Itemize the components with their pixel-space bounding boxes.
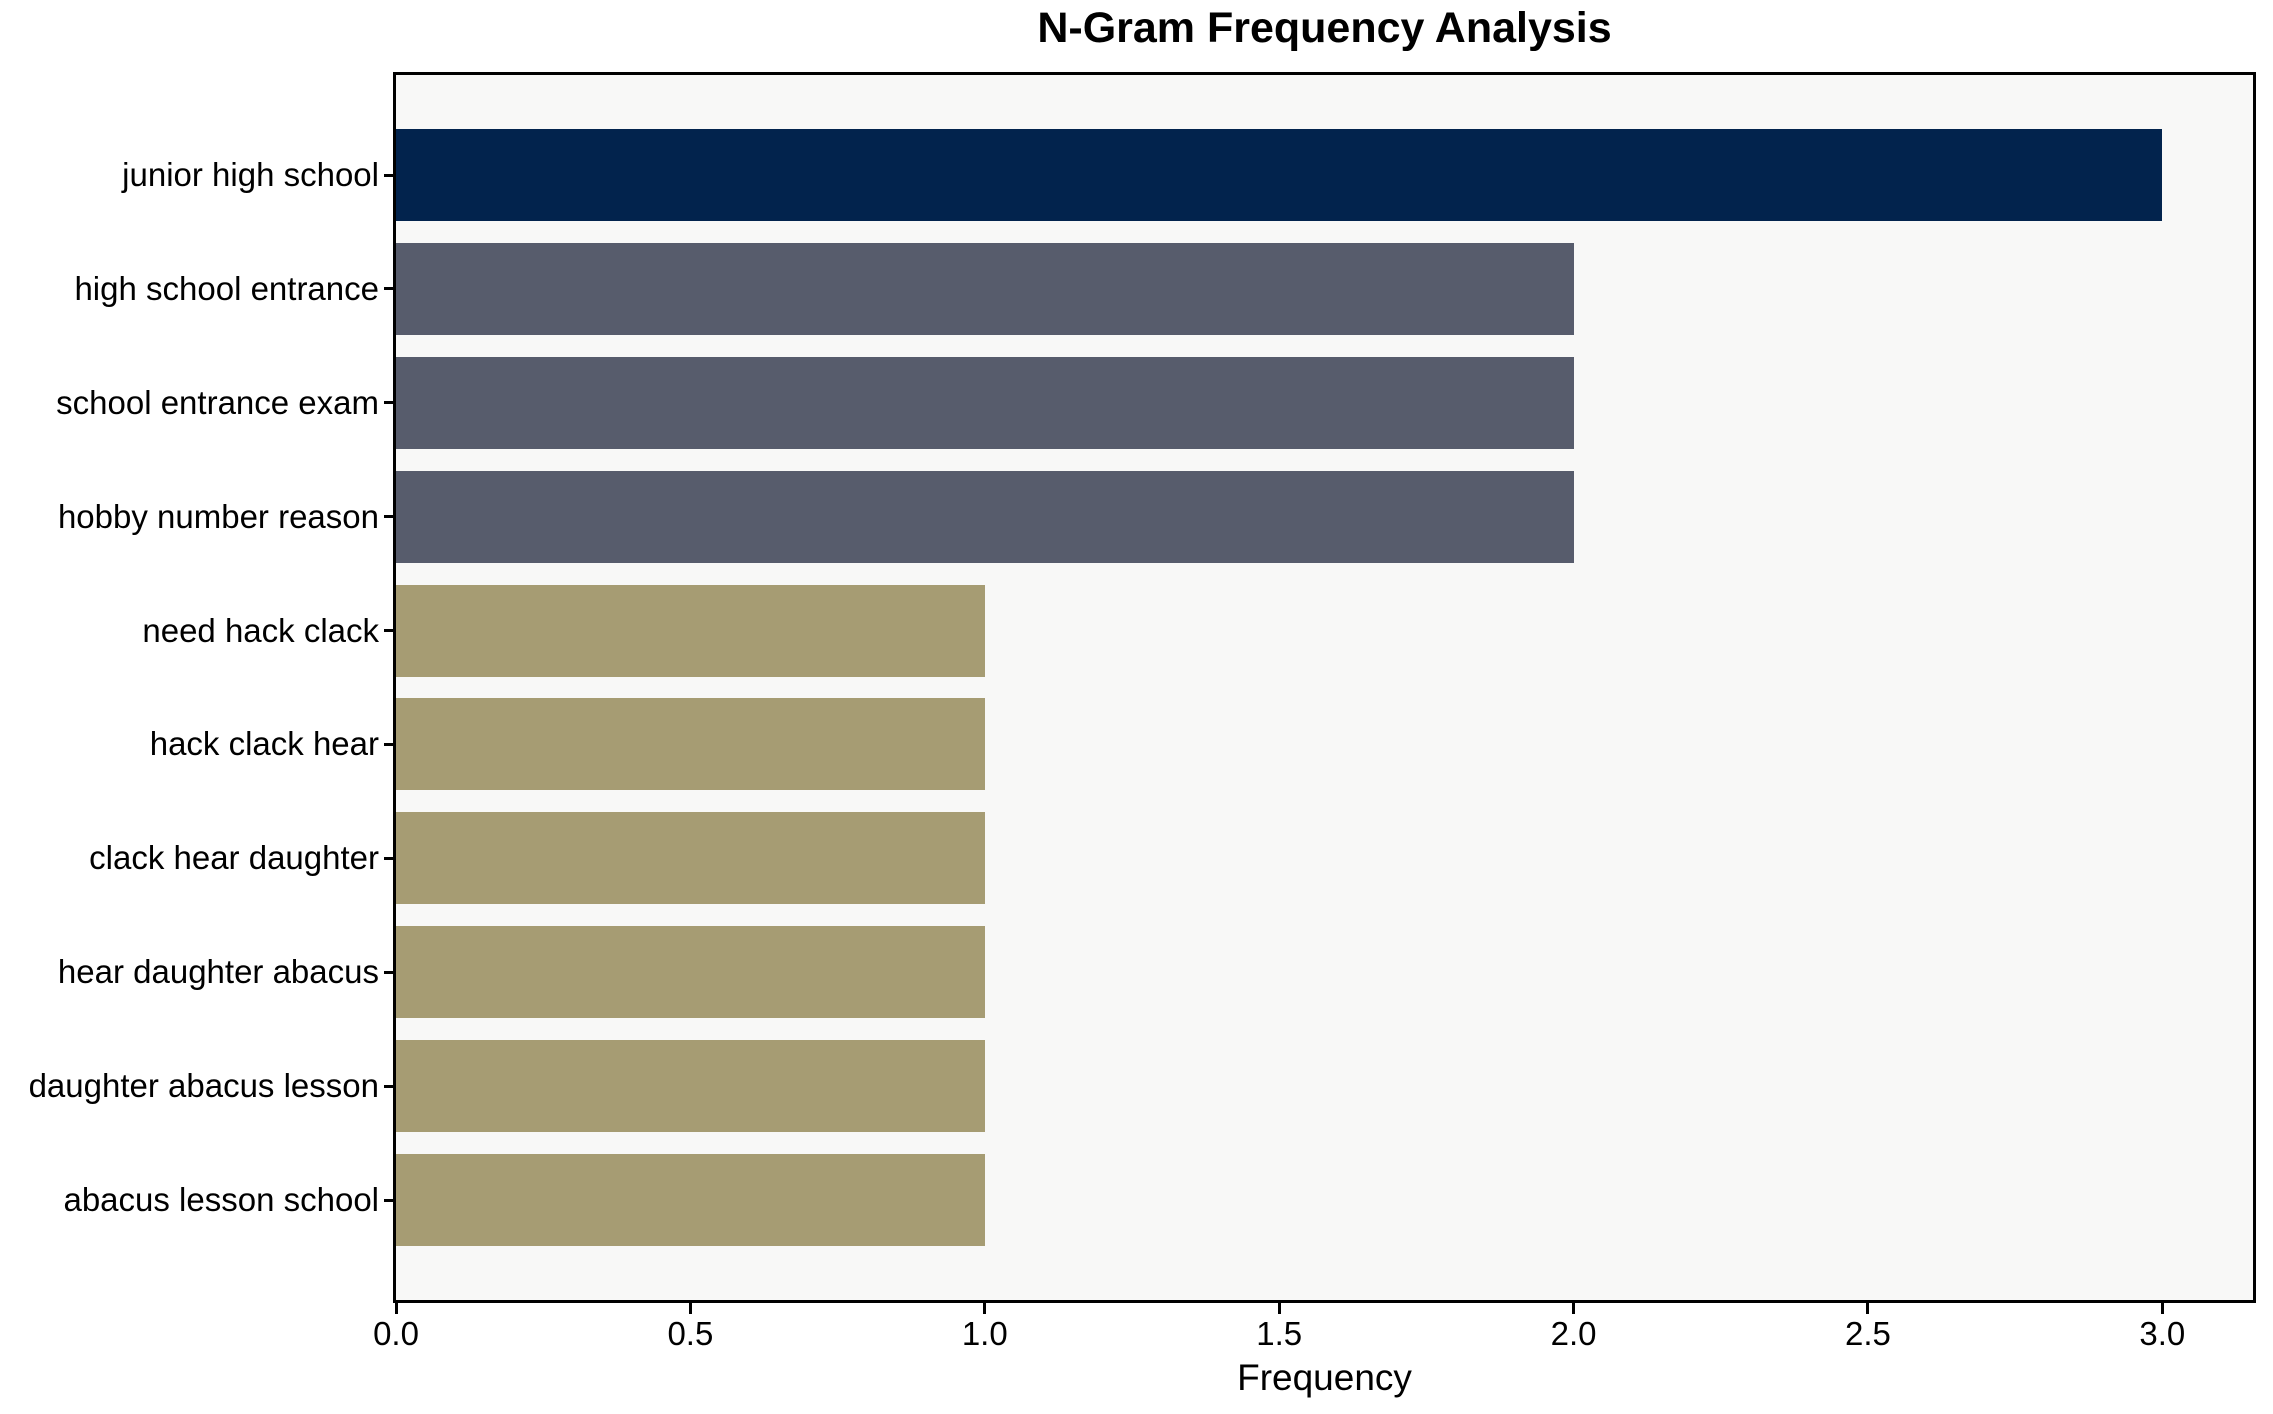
x-tick-mark — [983, 1303, 987, 1314]
plot-area — [393, 72, 2256, 1303]
y-tick-label: school entrance exam — [56, 383, 379, 421]
x-tick-mark — [1866, 1303, 1870, 1314]
x-tick-mark — [394, 1303, 398, 1314]
x-tick-label: 0.5 — [667, 1315, 714, 1352]
bar-hear-daughter-abacus — [396, 926, 985, 1019]
y-tick-mark — [384, 1084, 393, 1088]
y-tick-label: hear daughter abacus — [57, 953, 379, 991]
bar-abacus-lesson-school — [396, 1154, 985, 1246]
bar-hobby-number-reason — [396, 470, 1574, 563]
y-tick-mark — [384, 629, 393, 633]
bar-school-entrance-exam — [396, 356, 1574, 449]
bar-junior-high-school — [396, 129, 2163, 221]
y-tick-label: junior high school — [122, 156, 379, 193]
x-tick-mark — [2160, 1303, 2164, 1314]
y-tick-label: clack hear daughter — [89, 839, 379, 877]
x-tick-label: 1.0 — [961, 1315, 1008, 1352]
y-tick-label: hack clack hear — [149, 725, 379, 763]
y-tick-mark — [384, 856, 393, 860]
y-tick-mark — [384, 401, 393, 405]
y-tick-mark — [384, 515, 393, 519]
y-tick-label: abacus lesson school — [63, 1181, 379, 1218]
bar-clack-hear-daughter — [396, 812, 985, 905]
y-tick-mark — [384, 970, 393, 974]
chart-title: N-Gram Frequency Analysis — [1037, 4, 1612, 52]
y-tick-mark — [384, 173, 393, 177]
y-tick-label: hobby number reason — [57, 497, 379, 535]
x-tick-label: 0.0 — [373, 1315, 419, 1352]
x-tick-mark — [1572, 1303, 1576, 1314]
bar-need-hack-clack — [396, 584, 985, 677]
x-tick-mark — [688, 1303, 692, 1314]
y-tick-label: daughter abacus lesson — [28, 1067, 379, 1105]
y-tick-mark — [384, 1198, 393, 1202]
y-tick-label: need hack clack — [142, 611, 379, 649]
x-tick-label: 1.5 — [1256, 1315, 1303, 1352]
x-axis-title: Frequency — [1237, 1357, 1412, 1398]
x-tick-label: 2.0 — [1550, 1315, 1597, 1352]
bar-hack-clack-hear — [396, 698, 985, 791]
y-tick-label: high school entrance — [74, 269, 379, 307]
bar-daughter-abacus-lesson — [396, 1040, 985, 1133]
y-tick-mark — [384, 742, 393, 746]
bar-high-school-entrance — [396, 242, 1574, 335]
y-tick-mark — [384, 287, 393, 291]
x-tick-mark — [1277, 1303, 1281, 1314]
x-tick-label: 3.0 — [2139, 1315, 2186, 1352]
x-tick-label: 2.5 — [1845, 1315, 1891, 1352]
